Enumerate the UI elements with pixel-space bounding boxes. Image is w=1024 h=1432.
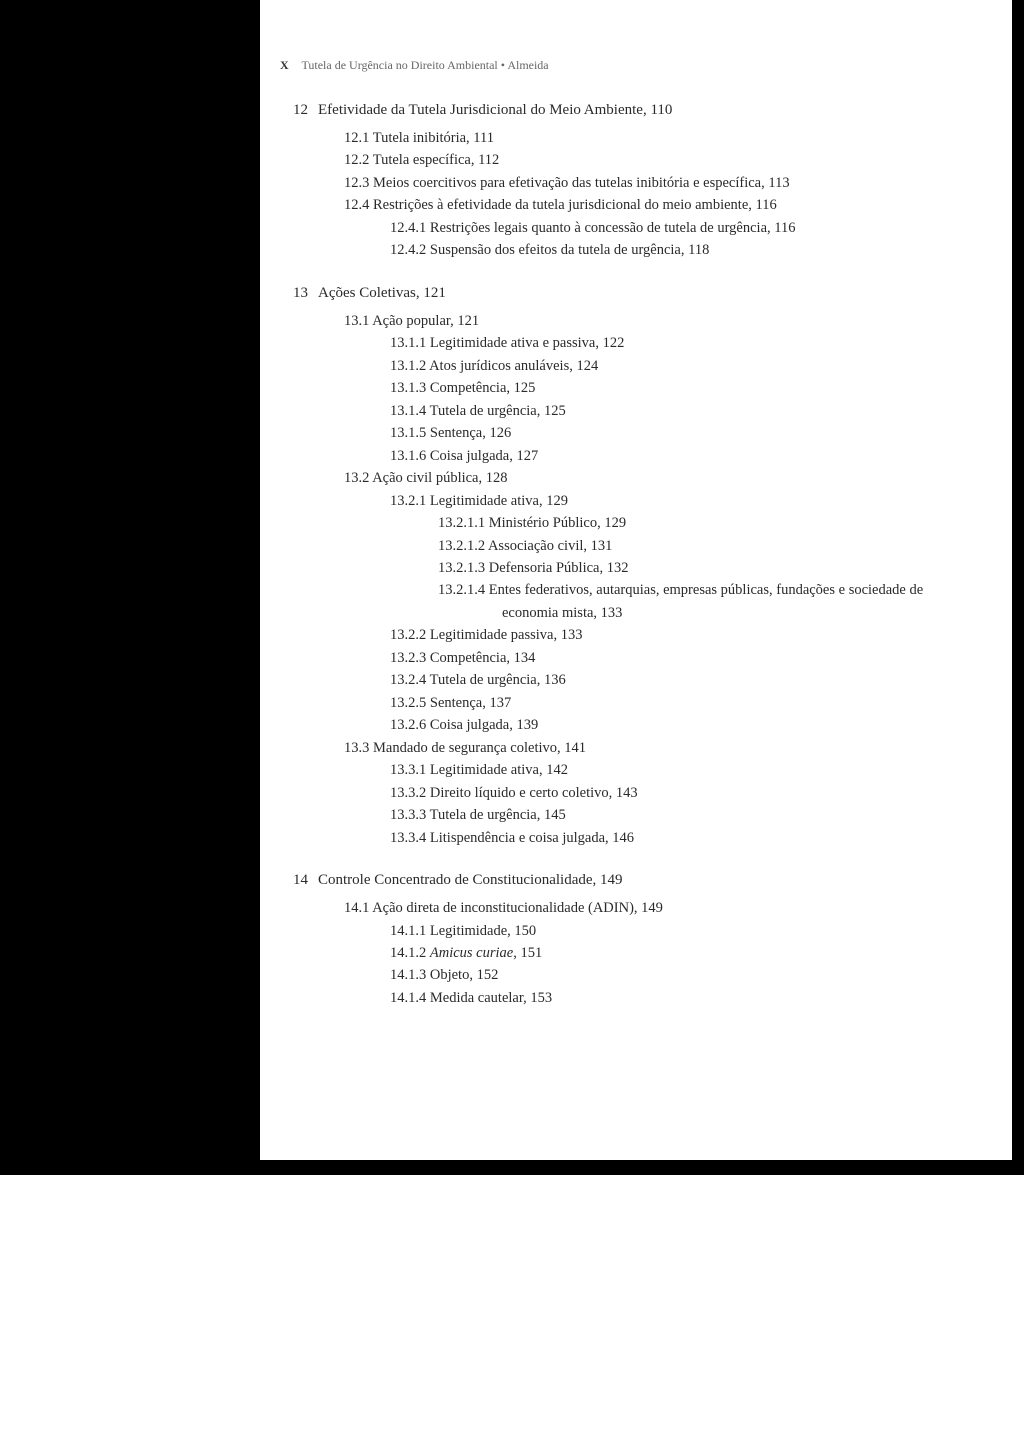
toc-entry: 12.4.2 Suspensão dos efeitos da tutela d… [390, 239, 980, 261]
page-number: X [280, 58, 289, 72]
chapter-heading: 12 Efetividade da Tutela Jurisdicional do… [280, 101, 980, 119]
toc-entry: 14.1.2 Amicus curiae, 151 [390, 942, 980, 964]
toc-entry: 13.2 Ação civil pública, 128 [344, 467, 980, 489]
chapter-number: 12 [280, 102, 308, 119]
toc-entry: 13.1 Ação popular, 121 [344, 310, 980, 332]
toc-entry: 13.1.5 Sentença, 126 [390, 422, 980, 444]
toc-entry: 13.2.1 Legitimidade ativa, 129 [390, 490, 980, 512]
toc-entry: 12.4.1 Restrições legais quanto à conces… [390, 217, 980, 239]
toc-entry: 13.2.1.3 Defensoria Pública, 132 [438, 557, 980, 579]
toc-entry-prefix: 14.1.2 [390, 945, 430, 961]
toc-entry: 14.1.3 Objeto, 152 [390, 964, 980, 986]
chapter-number: 14 [280, 872, 308, 889]
chapter-number: 13 [280, 285, 308, 302]
toc-entry: 12.1 Tutela inibitória, 111 [344, 127, 980, 149]
toc-entry: 14.1 Ação direta de inconstitucionalidad… [344, 897, 980, 919]
toc-entry: 12.4 Restrições à efetividade da tutela … [344, 194, 980, 216]
toc-entry: 13.2.4 Tutela de urgência, 136 [390, 669, 980, 691]
chapter-title: Controle Concentrado de Constitucionalid… [318, 872, 623, 888]
toc-entry-suffix: , 151 [513, 945, 542, 961]
toc-entry: 12.3 Meios coercitivos para efetivação d… [344, 172, 980, 194]
toc-entry: 13.3.1 Legitimidade ativa, 142 [390, 759, 980, 781]
toc-entry: 13.2.1.4 Entes federativos, autarquias, … [502, 579, 980, 624]
toc-entry: 13.3.3 Tutela de urgência, 145 [390, 804, 980, 826]
toc-entry: 13.3.4 Litispendência e coisa julgada, 1… [390, 827, 980, 849]
toc-entry: 13.2.1.2 Associação civil, 131 [438, 535, 980, 557]
toc-entry: 13.2.3 Competência, 134 [390, 647, 980, 669]
toc-entry: 13.2.1.1 Ministério Público, 129 [438, 512, 980, 534]
chapter-title: Ações Coletivas, 121 [318, 285, 446, 301]
header-author: Almeida [507, 58, 548, 72]
toc-entry: 13.1.6 Coisa julgada, 127 [390, 445, 980, 467]
page-content: X Tutela de Urgência no Direito Ambienta… [280, 58, 980, 1009]
table-of-contents: 12 Efetividade da Tutela Jurisdicional do… [280, 101, 980, 1009]
scan-black-margin-left [0, 0, 260, 1175]
scan-black-margin-bottom [260, 1160, 1024, 1175]
toc-entry: 12.2 Tutela específica, 112 [344, 149, 980, 171]
toc-entry: 13.2.6 Coisa julgada, 139 [390, 714, 980, 736]
toc-entry: 14.1.4 Medida cautelar, 153 [390, 987, 980, 1009]
toc-entry: 13.2.2 Legitimidade passiva, 133 [390, 624, 980, 646]
toc-entry: 13.3 Mandado de segurança coletivo, 141 [344, 737, 980, 759]
toc-entry: 13.1.1 Legitimidade ativa e passiva, 122 [390, 332, 980, 354]
chapter-heading: 13 Ações Coletivas, 121 [280, 284, 980, 302]
header-title: Tutela de Urgência no Direito Ambiental [301, 58, 497, 72]
toc-entry-italic: Amicus curiae [430, 945, 513, 961]
running-header: X Tutela de Urgência no Direito Ambienta… [280, 58, 980, 73]
toc-entry: 14.1.1 Legitimidade, 150 [390, 920, 980, 942]
toc-entry: 13.3.2 Direito líquido e certo coletivo,… [390, 782, 980, 804]
chapter-title: Efetividade da Tutela Jurisdicional do M… [318, 102, 672, 118]
header-separator: • [501, 58, 505, 72]
toc-entry: 13.1.3 Competência, 125 [390, 377, 980, 399]
toc-entry: 13.1.2 Atos jurídicos anuláveis, 124 [390, 355, 980, 377]
toc-entry: 13.2.5 Sentença, 137 [390, 692, 980, 714]
scan-black-margin-right [1012, 0, 1024, 1175]
toc-entry: 13.1.4 Tutela de urgência, 125 [390, 400, 980, 422]
chapter-heading: 14 Controle Concentrado de Constitucional… [280, 871, 980, 889]
